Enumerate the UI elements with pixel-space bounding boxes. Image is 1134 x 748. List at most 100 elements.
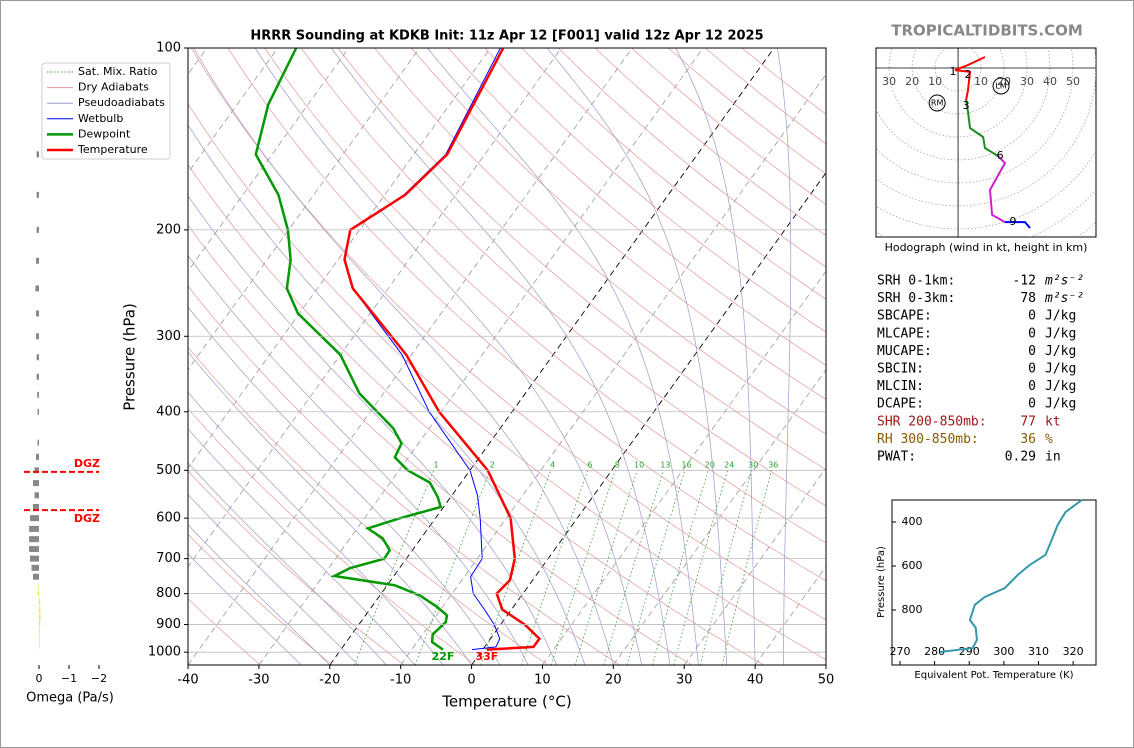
stat-unit: m²s⁻² — [1044, 274, 1084, 289]
pseudoadiabat — [193, 48, 614, 665]
omega-bar — [33, 573, 39, 580]
mixing-ratio-label: 24 — [724, 461, 734, 470]
hodograph-ring-label: 30 — [1020, 75, 1034, 88]
hodograph-ring-label: 30 — [882, 75, 896, 88]
mixing-ratio-line — [414, 470, 491, 665]
stat-label: SBCAPE: — [877, 309, 932, 324]
hodograph-ring-label: 20 — [905, 75, 919, 88]
mixing-ratio-line — [699, 470, 753, 665]
chart-title: HRRR Sounding at KDKB Init: 11z Apr 12 [… — [250, 29, 763, 44]
mixing-ratio-label: 4 — [550, 461, 555, 470]
pseudoadiabat — [675, 48, 756, 665]
stat-unit: J/kg — [1045, 344, 1076, 359]
isotherm — [188, 48, 491, 469]
hodograph-trace — [1005, 221, 1031, 229]
stat-label: RH 300-850mb: — [877, 432, 979, 447]
hodograph-trace — [954, 56, 986, 101]
dry-adiabat — [188, 598, 261, 665]
stat-unit: J/kg — [1045, 326, 1076, 341]
omega-bar — [33, 503, 39, 510]
height-marker: 2 — [964, 68, 971, 81]
hodograph-trace — [988, 155, 1007, 223]
stat-value: -12 — [1013, 274, 1036, 289]
isotherm — [188, 48, 279, 174]
storm-motion — [928, 94, 946, 112]
legend-label: Temperature — [77, 143, 148, 156]
thetae-y-tick-label: 800 — [902, 603, 923, 616]
omega-bar — [35, 285, 39, 292]
dry-adiabat — [188, 224, 692, 665]
legend-label: Dewpoint — [78, 127, 131, 140]
legend-label: Pseudoadiabats — [78, 96, 165, 109]
omega-bar — [39, 598, 41, 605]
pseudoadiabat — [254, 48, 643, 665]
stat-label: MUCAPE: — [877, 344, 932, 359]
thetae-y-tick-label: 400 — [902, 515, 923, 528]
y-tick-label: 800 — [156, 586, 181, 601]
mixing-ratio-label: 2 — [490, 461, 495, 470]
y-tick-label: 200 — [156, 222, 181, 237]
stat-label: PWAT: — [877, 450, 916, 465]
pseudoadiabat — [777, 48, 792, 665]
omega-bar — [33, 480, 39, 487]
mixing-ratio-line — [480, 470, 551, 665]
omega-bar — [37, 439, 39, 446]
pseudoadiabat — [188, 428, 416, 665]
stat-label: SRH 0-1km: — [877, 274, 955, 289]
isotherm — [400, 73, 826, 665]
x-tick-label: -10 — [390, 673, 411, 688]
omega-bar — [39, 614, 41, 621]
mixing-ratio-label: 20 — [705, 461, 715, 470]
thetae-x-label: Equivalent Pot. Temperature (K) — [914, 670, 1073, 681]
hodograph-frame — [875, 47, 1097, 238]
isotherm — [188, 48, 420, 371]
dry-adiabat — [264, 48, 826, 544]
pseudoadiabat — [331, 48, 671, 665]
pseudoadiabat — [188, 494, 359, 665]
pseudoadiabat — [546, 48, 728, 665]
dry-adiabat — [188, 470, 405, 665]
omega-bar — [38, 582, 39, 589]
profile-line — [254, 48, 449, 651]
isotherm — [329, 48, 775, 665]
isotherm — [471, 171, 826, 665]
stat-unit: m²s⁻² — [1044, 291, 1084, 306]
isotherm — [188, 48, 350, 272]
x-tick-label: -30 — [248, 673, 269, 688]
x-tick-label: 30 — [676, 673, 693, 688]
height-marker: 6 — [997, 149, 1004, 162]
stat-label: MLCIN: — [877, 379, 924, 394]
dry-adiabat — [301, 48, 826, 507]
dry-adiabat — [188, 285, 621, 665]
stat-value: 0 — [1028, 326, 1036, 341]
thetae-x-tick-label: 300 — [993, 645, 1014, 658]
legend-label: Dry Adiabats — [78, 81, 149, 94]
thetae-x-tick-label: 320 — [1063, 645, 1084, 658]
storm-motion-label: LM — [995, 81, 1006, 90]
stat-unit: J/kg — [1045, 379, 1076, 394]
dry-adiabat — [337, 48, 826, 471]
y-tick-label: 400 — [156, 404, 181, 419]
hodograph-ring-label: 50 — [1066, 75, 1080, 88]
height-marker: 1 — [950, 65, 957, 78]
mixing-ratio-label: 10 — [634, 461, 644, 470]
omega-bar — [39, 635, 40, 642]
omega-bar — [36, 453, 39, 460]
legend-label: Sat. Mix. Ratio — [78, 65, 158, 78]
storm-motion — [992, 77, 1010, 95]
omega-axis-label: Omega (Pa/s) — [26, 691, 114, 706]
stat-value: 0 — [1028, 309, 1036, 324]
omega-bar — [37, 391, 39, 398]
mixing-ratio-label: 30 — [748, 461, 758, 470]
pseudoadiabat — [188, 195, 557, 665]
stat-value: 0.29 — [1005, 450, 1036, 465]
surface-annotation: 22F — [432, 650, 455, 663]
stat-value: 0 — [1028, 362, 1036, 377]
mixing-ratio-line — [652, 470, 709, 665]
y-axis-label: Pressure (hPa) — [121, 303, 139, 411]
pseudoadiabat — [188, 524, 331, 665]
stat-value: 36 — [1020, 432, 1036, 447]
